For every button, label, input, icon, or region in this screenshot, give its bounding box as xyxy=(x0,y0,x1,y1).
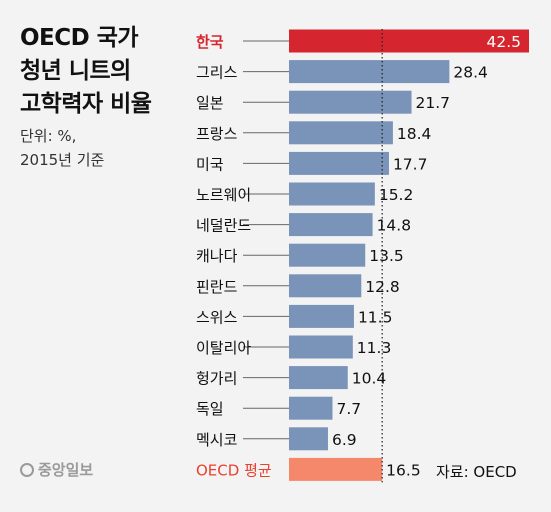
category-label: OECD 평균 xyxy=(196,461,272,479)
bar xyxy=(289,213,373,237)
bar xyxy=(289,121,393,145)
bar xyxy=(289,60,450,84)
category-label: 멕시코 xyxy=(196,431,237,449)
bar xyxy=(289,304,354,328)
logo-text: 중앙일보 xyxy=(38,461,94,479)
category-label: 네덜란드 xyxy=(196,217,251,235)
bar xyxy=(289,335,353,359)
value-label: 10.4 xyxy=(352,370,387,388)
value-label: 42.5 xyxy=(486,33,521,51)
category-label: 핀란드 xyxy=(196,278,238,296)
bar xyxy=(289,90,412,114)
unit-note: 단위: %, 2015년 기준 xyxy=(20,124,104,172)
value-label: 7.7 xyxy=(336,400,361,418)
category-label: 미국 xyxy=(196,155,224,173)
category-label: 독일 xyxy=(196,400,224,418)
source-note: 자료: OECD xyxy=(436,463,517,481)
category-label: 캐나다 xyxy=(196,247,238,265)
bar xyxy=(289,427,328,451)
value-label: 12.8 xyxy=(365,278,400,296)
category-label: 그리스 xyxy=(196,64,238,82)
value-label: 18.4 xyxy=(397,125,432,143)
bar xyxy=(289,396,333,420)
bar xyxy=(289,151,389,175)
category-label: 헝가리 xyxy=(196,370,237,388)
value-label: 16.5 xyxy=(386,461,421,479)
value-label: 15.2 xyxy=(379,186,414,204)
bar xyxy=(289,366,348,390)
value-label: 11.5 xyxy=(358,308,393,326)
category-label: 프랑스 xyxy=(196,125,238,143)
bar xyxy=(289,274,362,298)
title-line-3: 고학력자 비율 xyxy=(20,91,152,117)
category-label: 이탈리아 xyxy=(196,339,251,357)
value-label: 28.4 xyxy=(453,64,488,82)
category-label: 스위스 xyxy=(196,308,238,326)
value-label: 13.5 xyxy=(369,247,404,265)
value-label: 21.7 xyxy=(416,94,451,112)
value-label: 14.8 xyxy=(377,217,412,235)
category-label: 일본 xyxy=(196,94,224,112)
bar xyxy=(289,182,375,206)
logo-icon xyxy=(20,462,34,477)
title-line-1: OECD 국가 xyxy=(20,25,139,51)
value-label: 6.9 xyxy=(332,431,357,449)
bar xyxy=(289,457,383,481)
chart-title: OECD 국가 청년 니트의 고학력자 비율 xyxy=(20,22,152,121)
category-label: 노르웨이 xyxy=(196,186,251,204)
year-label: 2015년 기준 xyxy=(20,151,105,169)
publisher-logo: 중앙일보 xyxy=(20,459,93,480)
value-label: 17.7 xyxy=(393,155,428,173)
bar xyxy=(289,29,529,53)
title-line-2: 청년 니트의 xyxy=(20,58,131,84)
category-label: 한국 xyxy=(196,33,224,51)
unit-label: 단위: %, xyxy=(20,127,77,145)
value-label: 11.3 xyxy=(357,339,392,357)
bar xyxy=(289,243,366,267)
